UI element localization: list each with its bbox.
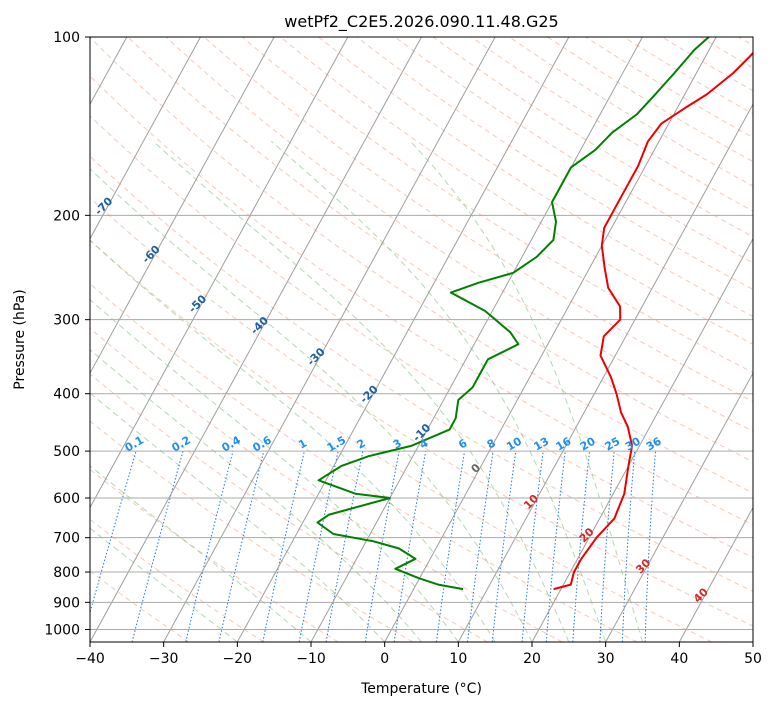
dry-adiabat-line (90, 115, 753, 559)
x-tick-label: −20 (223, 651, 253, 667)
isotherm-line (384, 37, 717, 642)
mixing-ratio-line (599, 451, 615, 642)
x-tick-label: −10 (296, 651, 326, 667)
y-tick-label: 600 (53, 491, 80, 507)
dry-adiabat-line (318, 37, 753, 318)
isotherm-line (90, 37, 201, 240)
dry-adiabat-line (90, 197, 753, 627)
dry-adiabat-line (90, 37, 753, 494)
y-tick-label: 400 (53, 387, 80, 403)
dry-adiabat-line (90, 239, 712, 642)
mixing-ratio-line (90, 450, 137, 615)
y-axis-label: Pressure (hPa) (12, 289, 28, 389)
x-tick-label: 20 (523, 651, 541, 667)
y-tick-label: 300 (53, 313, 80, 329)
y-tick-label: 900 (53, 595, 80, 611)
dry-adiabat-line (90, 75, 753, 526)
y-tick-label: 200 (53, 208, 80, 224)
chart-title: wetPf2_C2E5.2026.090.11.48.G25 (284, 12, 558, 32)
dry-adiabat-line (90, 570, 190, 642)
dewpoint-profile-line (316, 37, 710, 591)
x-tick-label: 0 (380, 651, 389, 667)
isotherm-line (310, 37, 643, 642)
dry-adiabat-line (241, 37, 753, 374)
mixing-ratio-line (521, 451, 544, 642)
plot-series-layer (316, 37, 753, 591)
dry-adiabat-line (90, 468, 339, 642)
isotherm-line (457, 103, 753, 642)
y-tick-label: 1000 (44, 622, 80, 638)
isotherm-line (678, 506, 753, 642)
plot-frame (89, 36, 754, 643)
mixing-ratio-line (545, 451, 566, 642)
mixing-ratio-line (131, 450, 184, 642)
y-tick-label: 500 (53, 444, 80, 460)
axis-layer: −40 −30 −20 −10 0 10 20 30 40 50 100 200 300 400 500 60… (44, 30, 762, 667)
temperature-profile-line (553, 51, 753, 591)
mixing-ratio-line (185, 450, 234, 642)
x-axis-label: Temperature (°C) (360, 681, 482, 697)
isotherm-line (605, 372, 753, 642)
mixing-ratio-line (298, 450, 339, 642)
dry-adiabat-line (90, 282, 638, 642)
isotherm-line (163, 37, 496, 642)
y-tick-label: 100 (53, 30, 80, 46)
dry-adiabat-line (90, 518, 264, 642)
dry-adiabat-line (90, 155, 753, 592)
x-tick-label: −40 (75, 651, 105, 667)
isotherm-line (90, 37, 422, 642)
x-tick-label: 10 (449, 651, 467, 667)
x-tick-label: −30 (149, 651, 179, 667)
x-tick-label: 50 (744, 651, 762, 667)
dry-adiabat-line (90, 373, 488, 642)
x-tick-label: 40 (670, 651, 688, 667)
plot-background (90, 37, 753, 642)
isotherm-line (90, 37, 349, 509)
mixing-ratio-line (621, 451, 636, 642)
y-tick-label: 700 (53, 531, 80, 547)
mixing-ratio-line (262, 450, 305, 642)
isotherm-line (531, 237, 753, 642)
x-tick-label: 30 (597, 651, 615, 667)
y-tick-label: 800 (53, 565, 80, 581)
isotherm-line (90, 37, 275, 375)
isotherm-line (236, 37, 570, 642)
mixing-ratio-line (218, 450, 265, 642)
